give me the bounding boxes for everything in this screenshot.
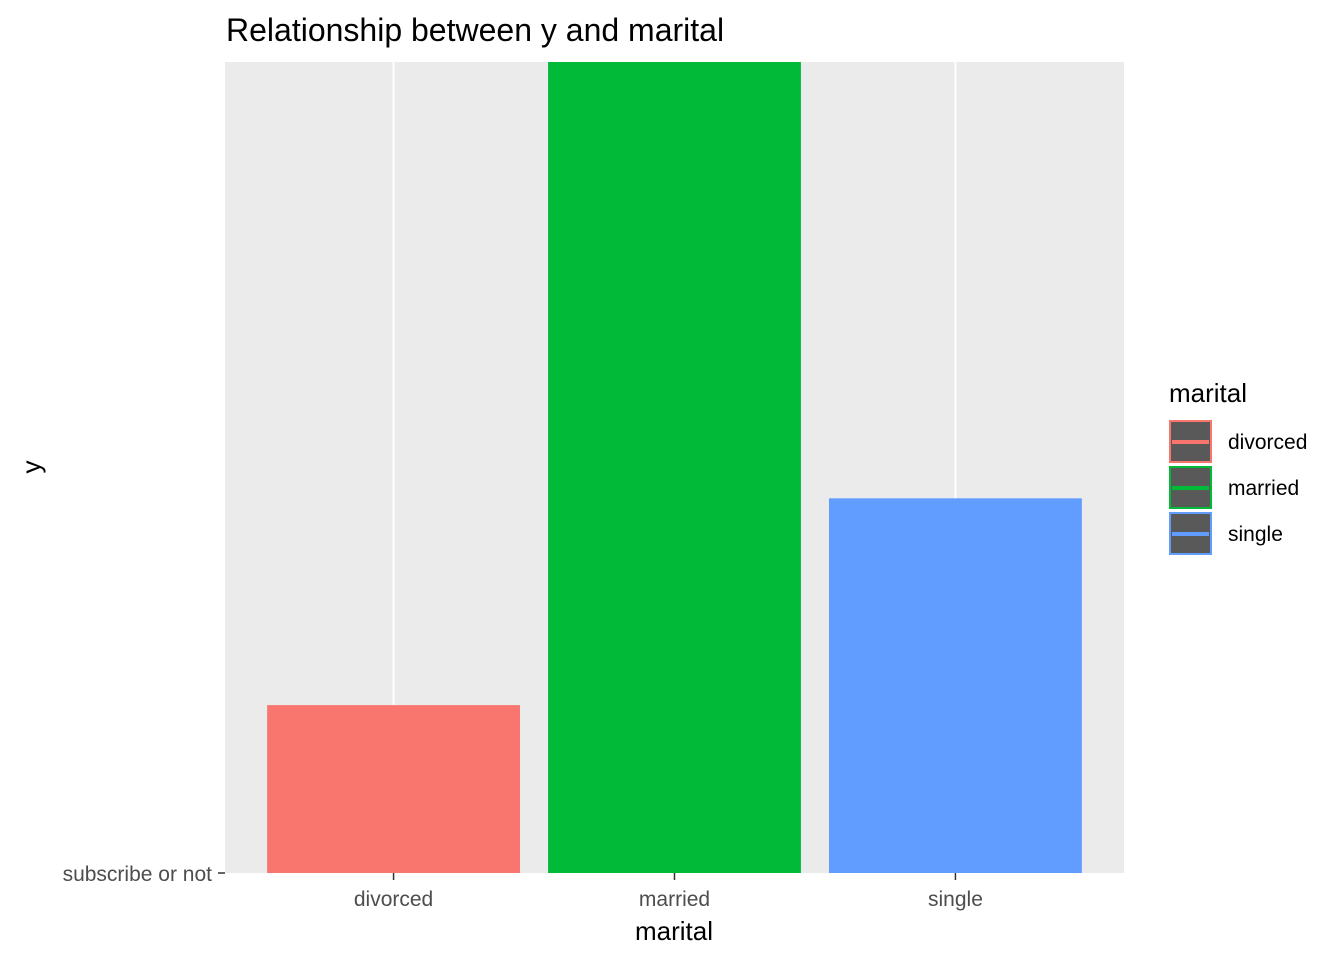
bars [267, 62, 1082, 873]
legend-title: marital [1169, 378, 1247, 408]
bar-divorced [267, 705, 520, 873]
x-axis-ticks: divorced married single [354, 873, 983, 911]
chart-title: Relationship between y and marital [226, 12, 724, 48]
x-tick-label-married: married [639, 888, 710, 911]
legend-label-single: single [1228, 523, 1283, 546]
legend-label-married: married [1228, 477, 1299, 500]
x-tick-label-single: single [928, 888, 983, 911]
y-axis-title: y [16, 461, 46, 474]
legend: marital divorced married single [1169, 378, 1307, 555]
bar-married [548, 62, 801, 873]
bar-single [829, 498, 1082, 873]
y-tick-label: subscribe or not [63, 863, 213, 886]
legend-label-divorced: divorced [1228, 431, 1307, 454]
x-tick-label-divorced: divorced [354, 888, 433, 911]
x-axis-title: marital [635, 916, 713, 946]
y-axis-ticks: subscribe or not [63, 863, 225, 886]
